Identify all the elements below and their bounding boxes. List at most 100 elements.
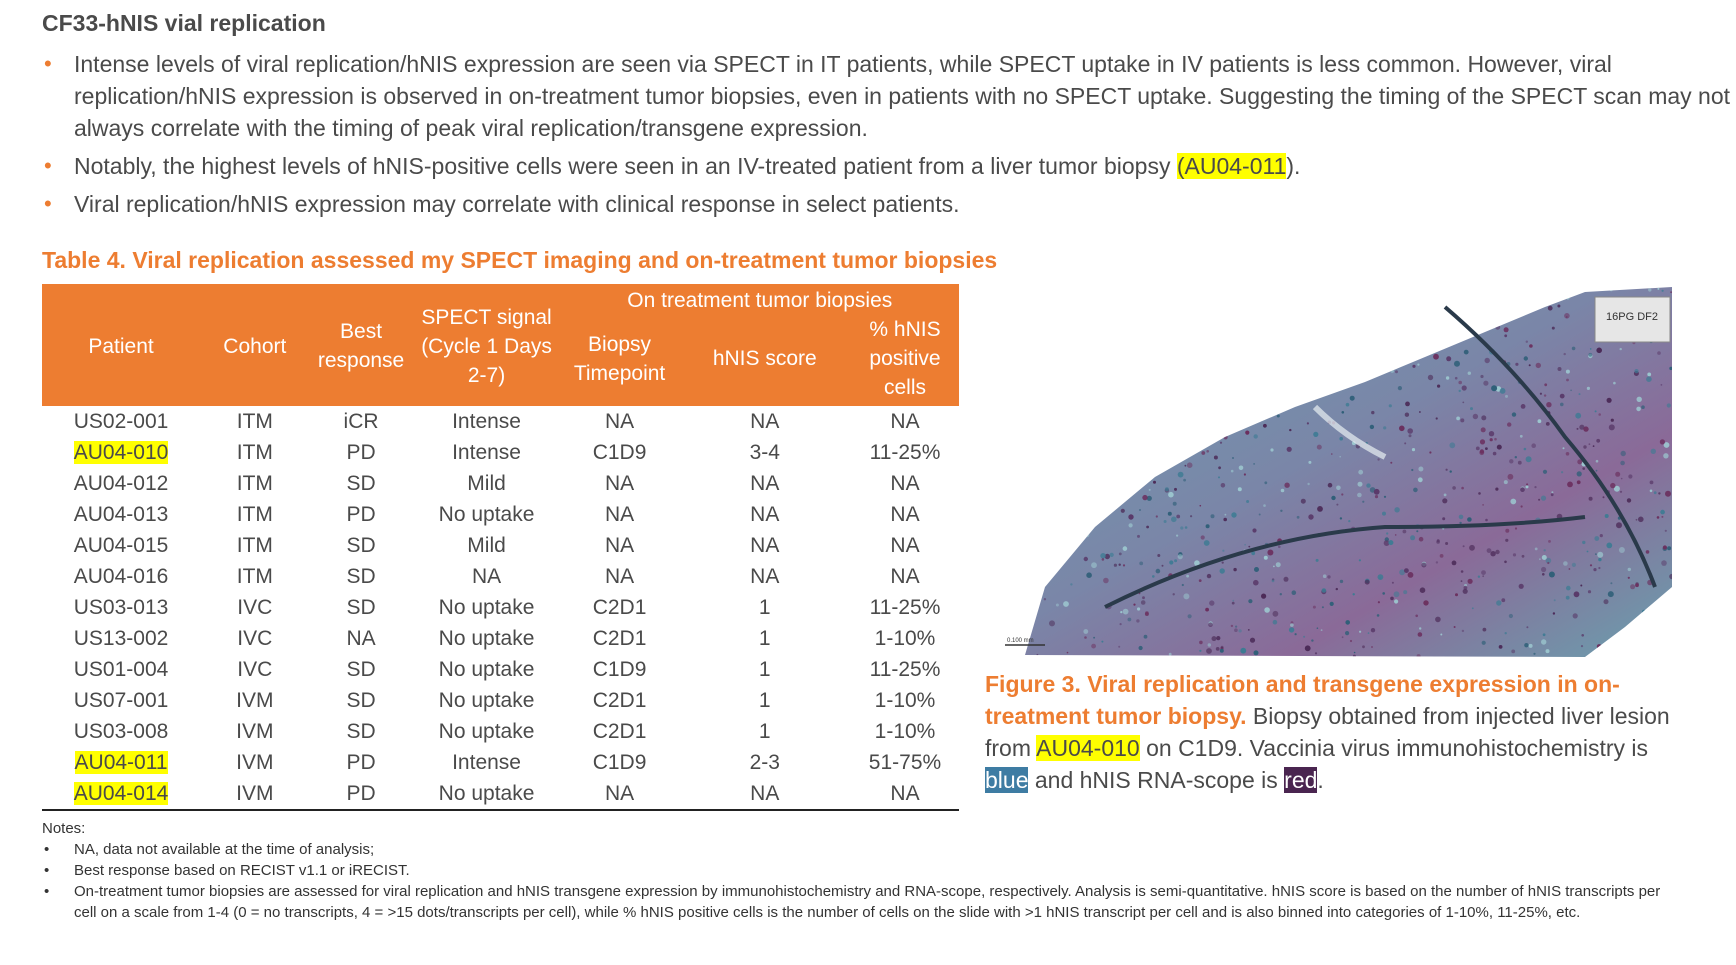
stain-speckle (1349, 639, 1353, 643)
stain-speckle (1505, 528, 1510, 533)
stain-speckle (1245, 430, 1250, 435)
stain-speckle (1218, 476, 1220, 479)
stain-speckle (1606, 397, 1612, 403)
cell-cohort: ITM (236, 503, 273, 526)
notes-label: Notes: (42, 820, 86, 837)
stain-speckle (1437, 384, 1441, 388)
cell-biopsy-timepoint: C1D9 (592, 441, 647, 464)
cell-best-response: PD (309, 778, 413, 811)
stain-speckle (1376, 614, 1380, 617)
stain-speckle (1545, 649, 1550, 654)
stain-speckle (1140, 600, 1146, 605)
stain-speckle (1070, 583, 1073, 586)
highlighted-patient-id: AU04-010 (73, 441, 169, 464)
stain-speckle (1411, 468, 1414, 472)
stain-speckle (1139, 561, 1144, 566)
stain-speckle (1242, 651, 1245, 653)
stain-speckle (1505, 538, 1509, 542)
stain-speckle (1222, 549, 1225, 552)
stain-speckle (1571, 346, 1576, 351)
stain-speckle (1388, 404, 1392, 408)
stain-speckle (1518, 583, 1524, 589)
stain-speckle (1417, 477, 1423, 483)
stain-speckle (1155, 568, 1161, 574)
bullet-dot-icon: • (44, 153, 52, 178)
cell-hnis-score: NA (750, 472, 780, 495)
stain-speckle (1322, 574, 1327, 578)
stain-speckle (1341, 493, 1344, 496)
stain-speckle (1055, 603, 1059, 607)
cell-best-response: SD (346, 720, 376, 743)
stain-speckle (1436, 539, 1440, 543)
stain-speckle (1587, 590, 1592, 594)
stain-speckle (1483, 380, 1489, 386)
stain-speckle (1251, 551, 1256, 556)
stain-speckle (1418, 466, 1424, 472)
stain-speckle (1511, 412, 1517, 417)
stain-speckle (1093, 636, 1095, 639)
stain-speckle (1492, 451, 1497, 456)
stain-speckle (1568, 568, 1571, 570)
cell-hnis-positive: 11-25% (869, 658, 941, 681)
stain-speckle (1382, 592, 1385, 595)
cell-hnis-score: NA (750, 410, 780, 433)
stain-speckle (1463, 349, 1469, 355)
stain-speckle (1636, 396, 1642, 402)
cell-spect-signal: Intense (452, 751, 521, 774)
stain-speckle (1349, 395, 1355, 401)
stain-speckle (1231, 512, 1237, 518)
bullet-item: • Intense levels of viral replication/hN… (42, 48, 1732, 144)
stain-speckle (1635, 518, 1638, 521)
stain-speckle (1120, 508, 1125, 513)
stain-speckle (1220, 645, 1224, 649)
stain-speckle (1661, 289, 1664, 292)
cell-best-response: SD (346, 689, 376, 712)
table-row: AU04-011 IVM PD Intense C1D9 2-3 51-75% (42, 747, 959, 778)
header-best-response: Best response (309, 284, 413, 406)
stain-speckle (1545, 557, 1552, 564)
stain-speckle (1598, 413, 1601, 416)
cell-hnis-positive: 1-10% (874, 689, 936, 712)
stain-speckle (1667, 546, 1672, 551)
stain-speckle (1627, 576, 1630, 579)
stain-speckle (1417, 363, 1420, 366)
stain-speckle (1580, 584, 1583, 587)
note-bullet-icon: • (44, 883, 50, 900)
cell-spect-signal: Mild (467, 472, 506, 495)
stain-speckle (1572, 613, 1578, 619)
stain-speckle (1541, 555, 1547, 560)
stain-speckle (1525, 456, 1532, 463)
cell-biopsy-timepoint: NA (604, 565, 635, 588)
stain-speckle (1329, 601, 1334, 606)
stain-speckle (1481, 570, 1486, 575)
stain-speckle (1435, 616, 1441, 623)
stain-speckle (1653, 491, 1657, 495)
note-item: • On-treatment tumor biopsies are assesse… (42, 881, 1682, 923)
header-biopsy-timepoint: Biopsy Timepoint (560, 315, 679, 406)
stain-speckle (1220, 483, 1226, 488)
stain-speckle (1455, 593, 1458, 597)
highlighted-patient-id: (AU04-011 (1176, 153, 1287, 179)
stain-speckle (1576, 471, 1582, 477)
stain-speckle (1231, 601, 1235, 605)
stain-speckle (1594, 410, 1597, 413)
table-row: AU04-010 ITM PD Intense C1D9 3-4 11-25% (42, 437, 959, 468)
stain-speckle (1219, 441, 1223, 444)
stain-speckle (1463, 585, 1468, 590)
stain-speckle (1148, 488, 1151, 491)
stain-speckle (1253, 579, 1259, 586)
stain-speckle (1273, 565, 1275, 568)
cell-patient: US13-002 (73, 627, 169, 650)
stain-speckle (1137, 534, 1140, 538)
cell-hnis-positive: NA (890, 472, 920, 495)
stain-speckle (1666, 403, 1671, 408)
notes-section: Notes: • NA, data not available at the ti… (42, 818, 1682, 923)
stain-speckle (1613, 485, 1620, 492)
stain-speckle (1496, 600, 1502, 606)
stain-speckle (1304, 645, 1311, 652)
stain-speckle (1481, 640, 1486, 645)
stain-speckle (1504, 632, 1507, 635)
cell-spect-signal: No uptake (412, 778, 561, 811)
cell-best-response: PD (346, 751, 376, 774)
cell-patient: AU04-015 (73, 534, 169, 557)
